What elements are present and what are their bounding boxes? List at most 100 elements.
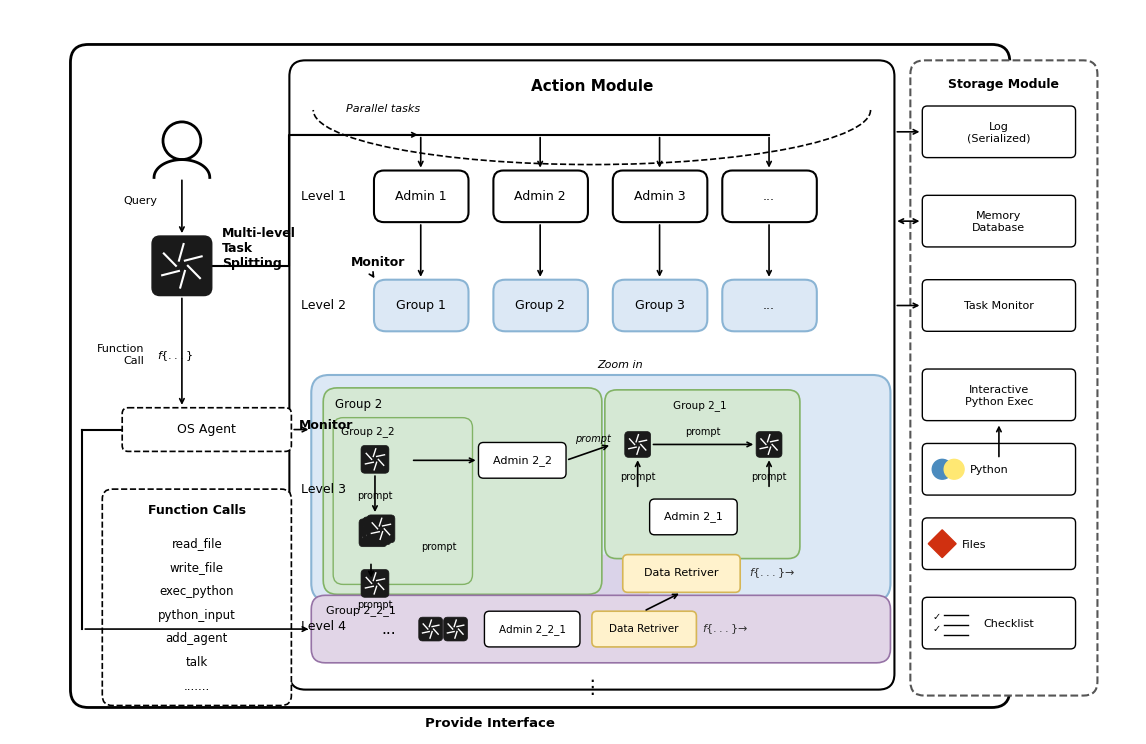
Text: Log
(Serialized): Log (Serialized) — [967, 122, 1030, 144]
Text: ✓
✓: ✓ ✓ — [932, 612, 941, 634]
FancyBboxPatch shape — [367, 515, 395, 542]
Text: $f\{...\}$: $f\{...\}$ — [157, 349, 193, 363]
FancyBboxPatch shape — [923, 106, 1076, 158]
Text: prompt: prompt — [358, 600, 393, 610]
Text: Admin 2_2: Admin 2_2 — [493, 455, 551, 466]
FancyBboxPatch shape — [923, 280, 1076, 331]
Text: .......: ....... — [183, 680, 210, 693]
Text: python_input: python_input — [158, 609, 236, 622]
Text: Level 3: Level 3 — [301, 483, 346, 496]
FancyBboxPatch shape — [923, 443, 1076, 495]
Text: ...: ... — [382, 621, 397, 637]
FancyBboxPatch shape — [123, 408, 291, 452]
FancyBboxPatch shape — [70, 45, 1010, 708]
FancyBboxPatch shape — [591, 612, 697, 647]
FancyBboxPatch shape — [494, 170, 588, 222]
FancyBboxPatch shape — [363, 517, 391, 545]
Text: Checklist: Checklist — [983, 619, 1034, 629]
FancyBboxPatch shape — [479, 443, 566, 478]
FancyBboxPatch shape — [290, 60, 894, 690]
Polygon shape — [928, 530, 956, 557]
FancyBboxPatch shape — [923, 518, 1076, 569]
FancyBboxPatch shape — [910, 60, 1098, 696]
Text: Task Monitor: Task Monitor — [964, 301, 1034, 312]
FancyBboxPatch shape — [625, 432, 651, 458]
Text: ⋮: ⋮ — [582, 678, 602, 697]
Text: Group 2_1: Group 2_1 — [673, 400, 727, 411]
Text: Admin 1: Admin 1 — [395, 190, 447, 203]
Text: Action Module: Action Module — [531, 79, 653, 94]
Text: Admin 2_2_1: Admin 2_2_1 — [499, 623, 566, 635]
Text: Group 2: Group 2 — [516, 299, 565, 312]
FancyBboxPatch shape — [650, 499, 737, 535]
Text: Monitor: Monitor — [351, 257, 406, 269]
Text: OS Agent: OS Agent — [178, 423, 236, 436]
FancyBboxPatch shape — [613, 170, 707, 222]
Text: Python: Python — [970, 465, 1008, 475]
FancyBboxPatch shape — [374, 280, 469, 331]
Circle shape — [944, 459, 964, 479]
Text: exec_python: exec_python — [159, 585, 234, 598]
Text: Data Retriver: Data Retriver — [644, 568, 719, 579]
Text: Admin 2: Admin 2 — [515, 190, 566, 203]
Text: Parallel tasks: Parallel tasks — [346, 104, 421, 114]
Text: Memory
Database: Memory Database — [972, 211, 1026, 233]
Text: read_file: read_file — [172, 537, 222, 551]
FancyBboxPatch shape — [361, 446, 388, 473]
Text: Function
Call: Function Call — [96, 344, 144, 366]
Text: Admin 3: Admin 3 — [634, 190, 685, 203]
Text: write_file: write_file — [170, 561, 223, 574]
Text: Group 2_2_1: Group 2_2_1 — [327, 605, 397, 616]
FancyBboxPatch shape — [361, 569, 388, 597]
FancyBboxPatch shape — [152, 236, 212, 295]
FancyBboxPatch shape — [102, 489, 291, 705]
Text: $f\{...\}$→: $f\{...\}$→ — [749, 567, 795, 580]
FancyBboxPatch shape — [756, 432, 782, 458]
Text: prompt: prompt — [358, 491, 393, 501]
Text: prompt: prompt — [575, 434, 611, 444]
Text: prompt: prompt — [685, 426, 721, 437]
Text: Level 2: Level 2 — [301, 299, 346, 312]
Text: Files: Files — [963, 539, 987, 550]
Text: prompt: prompt — [421, 542, 456, 552]
Polygon shape — [431, 554, 682, 663]
Circle shape — [932, 459, 952, 479]
Text: Level 4: Level 4 — [301, 620, 346, 632]
Text: Level 1: Level 1 — [301, 190, 346, 203]
Text: Monitor: Monitor — [299, 419, 354, 432]
Text: Admin 2_1: Admin 2_1 — [664, 511, 723, 522]
Text: add_agent: add_agent — [166, 632, 228, 646]
Text: Group 1: Group 1 — [395, 299, 446, 312]
FancyBboxPatch shape — [444, 618, 468, 641]
Text: $f\{...\}$→: $f\{...\}$→ — [702, 622, 748, 636]
Text: Function Calls: Function Calls — [148, 504, 246, 518]
FancyBboxPatch shape — [374, 170, 469, 222]
Text: Provide Interface: Provide Interface — [425, 717, 556, 730]
Text: Interactive
Python Exec: Interactive Python Exec — [965, 385, 1034, 407]
Text: Data Retriver: Data Retriver — [609, 624, 678, 634]
FancyBboxPatch shape — [923, 597, 1076, 649]
FancyBboxPatch shape — [494, 280, 588, 331]
Text: Group 2: Group 2 — [335, 398, 383, 411]
Text: Zoom in: Zoom in — [597, 360, 643, 370]
FancyBboxPatch shape — [722, 170, 817, 222]
Text: talk: talk — [186, 656, 207, 670]
FancyBboxPatch shape — [485, 612, 580, 647]
FancyBboxPatch shape — [613, 280, 707, 331]
Text: ...: ... — [763, 299, 775, 312]
Text: Multi-level
Task
Splitting: Multi-level Task Splitting — [221, 228, 296, 270]
FancyBboxPatch shape — [622, 554, 740, 592]
Text: Storage Module: Storage Module — [949, 77, 1059, 91]
FancyBboxPatch shape — [418, 618, 442, 641]
Text: Query: Query — [123, 196, 157, 206]
FancyBboxPatch shape — [312, 375, 890, 601]
FancyBboxPatch shape — [323, 388, 602, 594]
Text: prompt: prompt — [752, 472, 787, 482]
Text: Group 2_2: Group 2_2 — [342, 426, 394, 437]
FancyBboxPatch shape — [359, 519, 387, 547]
FancyBboxPatch shape — [722, 280, 817, 331]
FancyBboxPatch shape — [923, 196, 1076, 247]
FancyBboxPatch shape — [312, 595, 890, 663]
Text: ...: ... — [763, 190, 775, 203]
FancyBboxPatch shape — [333, 417, 472, 584]
